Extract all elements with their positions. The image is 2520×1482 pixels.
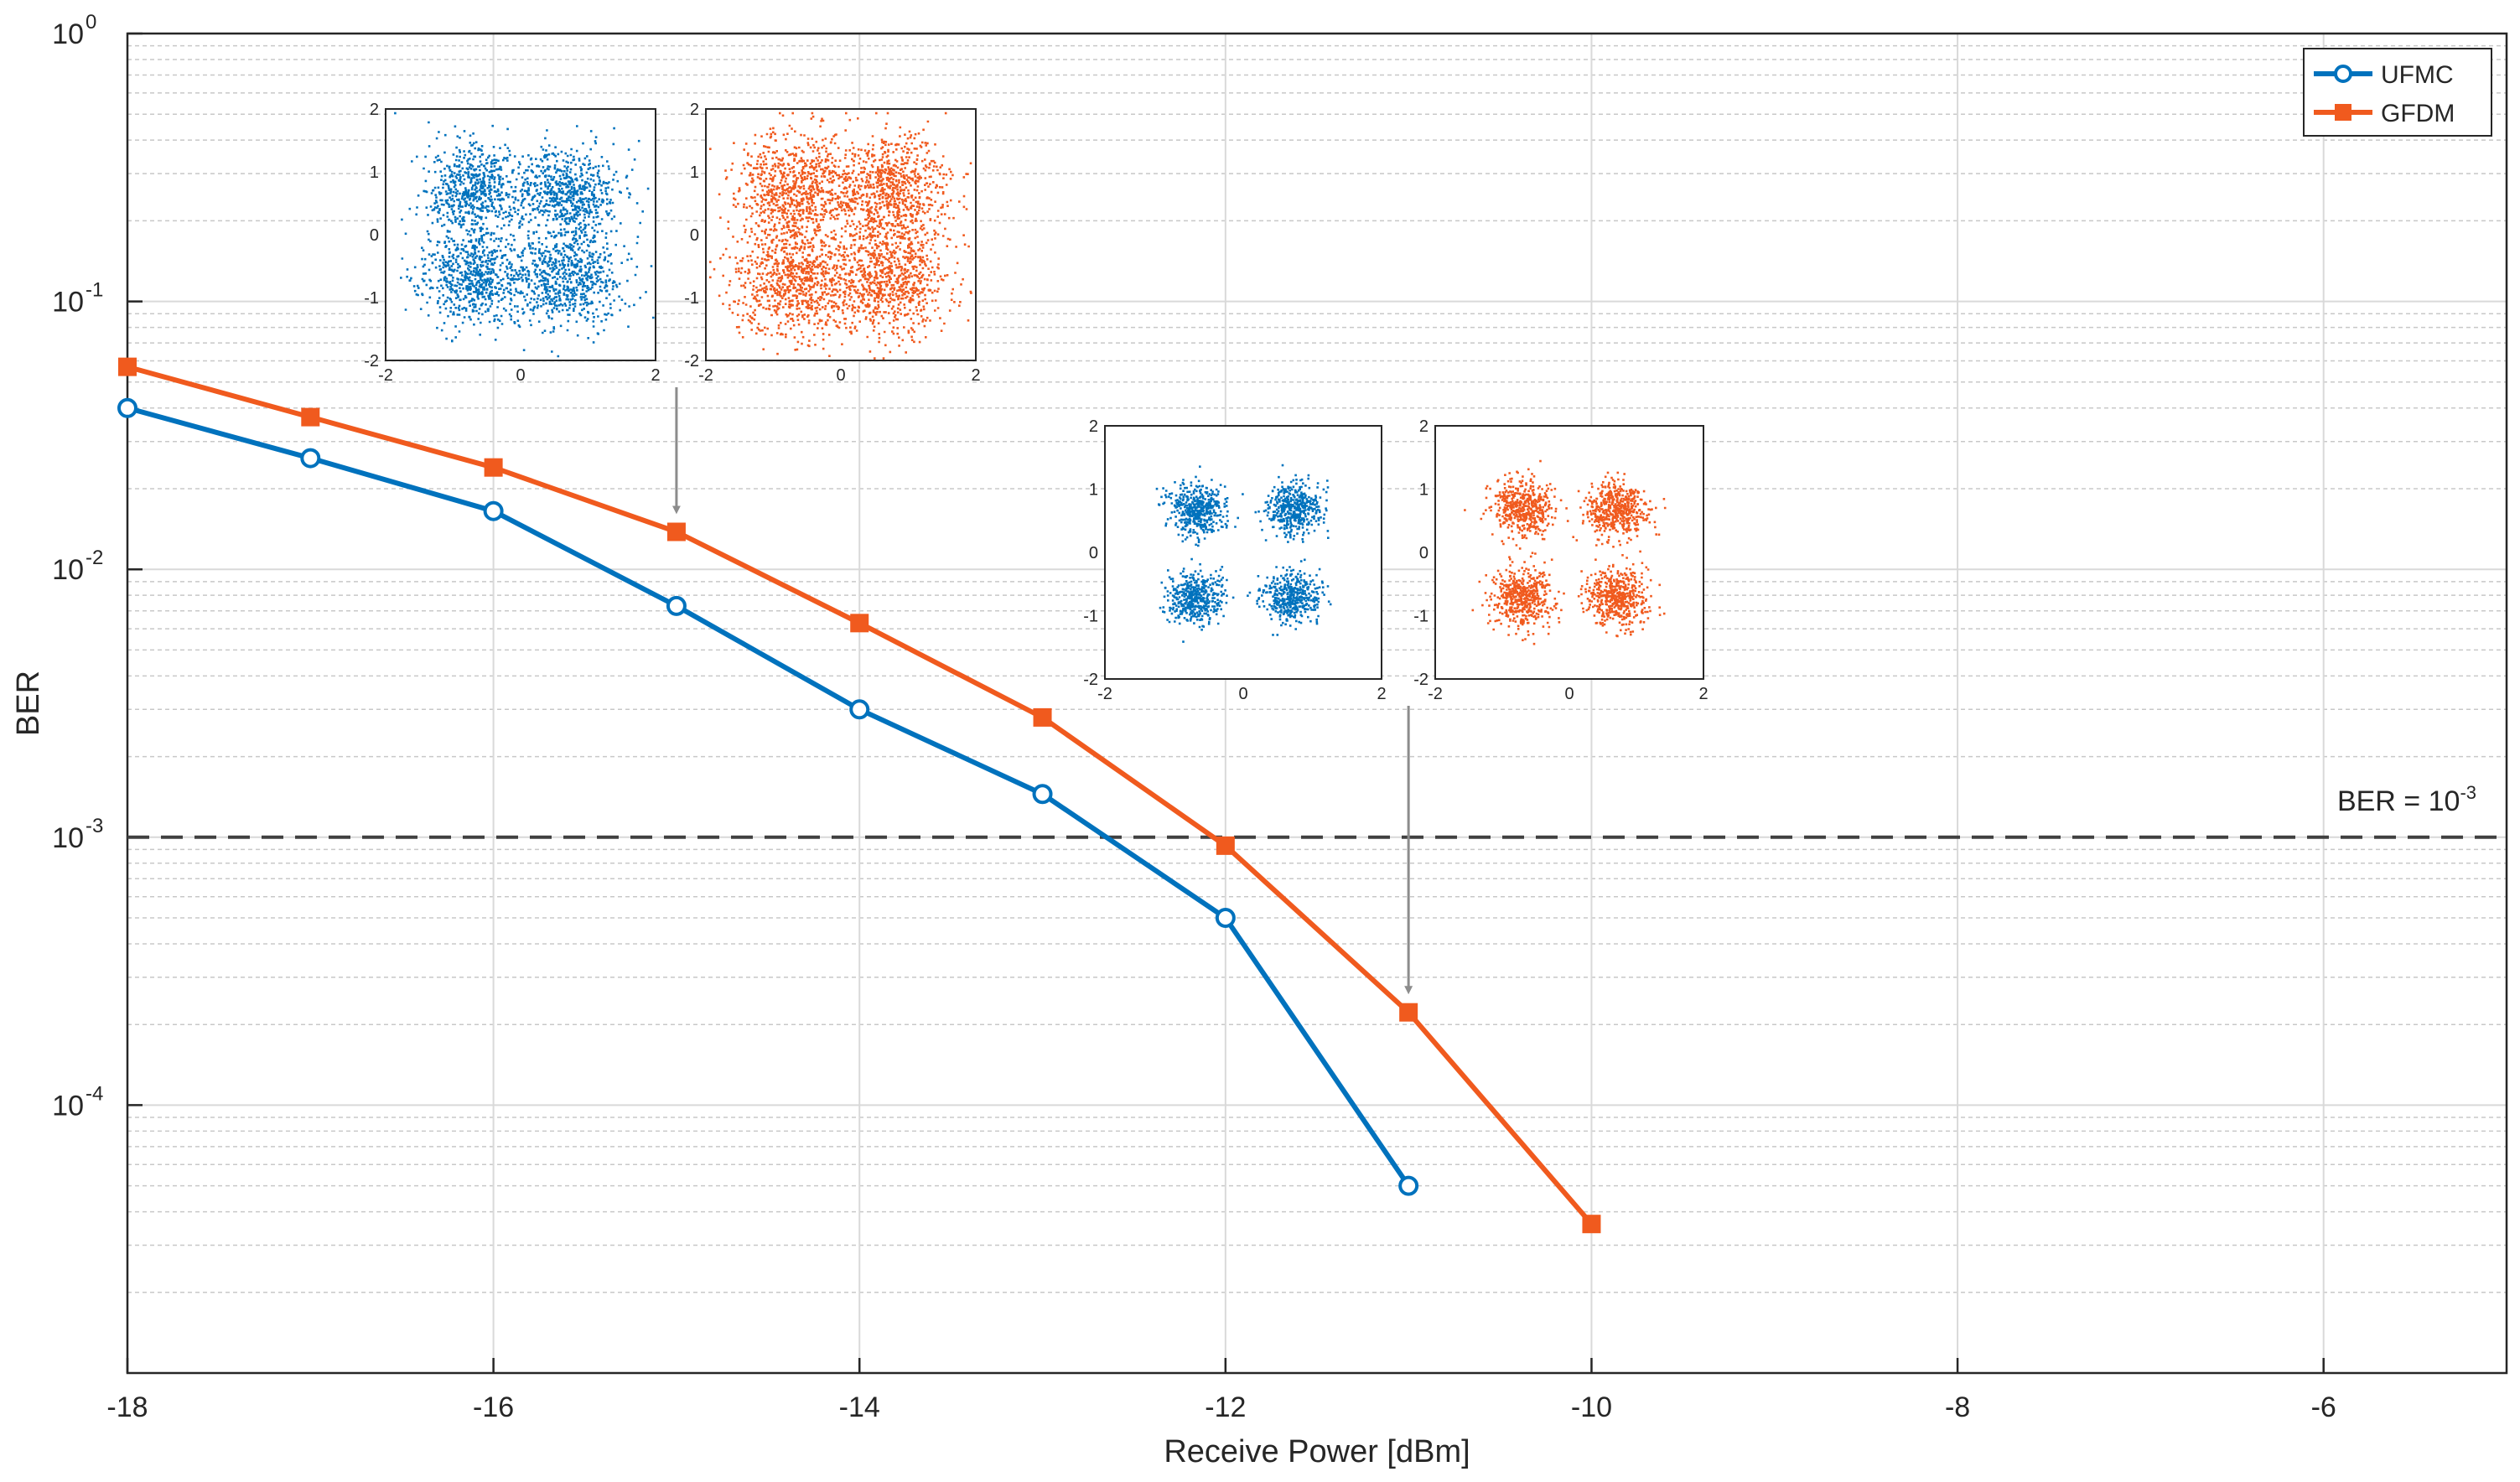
x-tick-label: -18 xyxy=(106,1391,148,1423)
inset-y-tick-label: 0 xyxy=(690,226,699,245)
data-point-gfdm xyxy=(1216,836,1235,855)
inset-x-tick-label: 2 xyxy=(1698,685,1708,703)
ber-threshold-label: BER = 10-3 xyxy=(2337,782,2476,817)
inset-frame xyxy=(1434,425,1704,680)
ber-threshold-label-exponent: -3 xyxy=(2460,782,2476,803)
y-tick-exponent: -3 xyxy=(86,815,103,837)
legend-label-ufmc: UFMC xyxy=(2381,61,2454,89)
y-tick-exponent: -2 xyxy=(86,547,103,569)
data-point-gfdm xyxy=(1033,707,1052,727)
inset-y-tick-label: 0 xyxy=(1419,544,1429,562)
x-tick-label: -14 xyxy=(839,1391,880,1423)
legend-box xyxy=(2303,48,2492,137)
constellation-points xyxy=(394,111,655,358)
y-tick-label: 10 xyxy=(52,1090,84,1122)
ber-threshold-label-prefix: BER = 10 xyxy=(2337,785,2460,817)
inset-y-tick-label: -1 xyxy=(1083,608,1098,626)
legend-label-gfdm: GFDM xyxy=(2381,100,2455,127)
inset-y-tick-label: -1 xyxy=(364,289,379,308)
series-group xyxy=(117,357,1601,1234)
data-point-ufmc xyxy=(300,448,321,469)
data-point-ufmc xyxy=(117,397,137,418)
x-tick-label: -10 xyxy=(1571,1391,1612,1423)
constellation-ufmc-at-minus11: -2 0 2 2 1 0 -1 -2 xyxy=(1083,417,1386,703)
data-point-ufmc xyxy=(666,595,687,616)
data-point-gfdm xyxy=(118,357,137,376)
inset-x-tick-label: 0 xyxy=(1238,685,1247,703)
inset-x-tick-label: -2 xyxy=(1097,685,1112,703)
legend: UFMC GFDM xyxy=(2303,48,2492,137)
data-point-gfdm xyxy=(1399,1003,1418,1022)
inset-y-tick-label: 1 xyxy=(1089,481,1098,500)
data-point-gfdm xyxy=(484,458,503,477)
inset-x-tick-label: -2 xyxy=(698,366,713,385)
x-tick-label: -8 xyxy=(1945,1391,1970,1423)
inset-x-tick-label: 2 xyxy=(971,366,980,385)
data-point-ufmc xyxy=(483,500,504,521)
inset-y-tick-label: 2 xyxy=(370,101,379,119)
x-tick-label: -12 xyxy=(1205,1391,1246,1423)
x-tick-label: -16 xyxy=(473,1391,514,1423)
inset-y-tick-label: 0 xyxy=(1089,544,1098,562)
inset-frame xyxy=(385,108,656,361)
x-axis-label: Receive Power [dBm] xyxy=(1164,1434,1470,1469)
data-point-gfdm xyxy=(666,522,686,542)
inset-x-tick-label: 2 xyxy=(651,366,660,385)
inset-y-tick-label: 2 xyxy=(690,101,699,119)
constellation-gfdm-at-minus15: -2 0 2 2 1 0 -1 -2 xyxy=(684,101,980,385)
y-tick-exponent: -1 xyxy=(86,279,103,302)
series-line-ufmc xyxy=(127,405,1411,1188)
inset-x-tick-label: 0 xyxy=(1564,685,1574,703)
data-point-gfdm xyxy=(301,407,320,427)
data-point-gfdm xyxy=(850,614,869,633)
constellation-points xyxy=(709,111,972,360)
data-point-ufmc xyxy=(1215,908,1236,929)
data-point-ufmc xyxy=(1032,784,1053,805)
x-tick-label: -6 xyxy=(2311,1391,2336,1423)
y-tick-label: 10 xyxy=(52,18,84,50)
data-point-ufmc xyxy=(849,699,870,720)
inset-y-tick-label: -2 xyxy=(684,352,699,370)
y-tick-label: 10 xyxy=(52,287,84,319)
inset-y-tick-label: 2 xyxy=(1419,417,1429,436)
constellation-points xyxy=(1155,464,1332,643)
inset-y-tick-label: 1 xyxy=(690,163,699,182)
data-point-gfdm xyxy=(1582,1215,1601,1234)
plot-frame xyxy=(126,32,2508,1375)
y-axis-label: BER xyxy=(11,671,46,736)
inset-y-tick-label: -2 xyxy=(364,352,379,370)
constellation-gfdm-at-minus11: -2 0 2 2 1 0 -1 -2 xyxy=(1413,417,1708,703)
inset-y-tick-label: 0 xyxy=(370,226,379,245)
inset-x-tick-label: 2 xyxy=(1377,685,1386,703)
inset-x-tick-label: 0 xyxy=(516,366,525,385)
inset-y-tick-label: 1 xyxy=(370,163,379,182)
reference-line-group: BER = 10-3 xyxy=(127,782,2507,839)
inset-y-tick-label: -2 xyxy=(1413,671,1429,689)
inset-frame xyxy=(1104,425,1382,680)
data-point-ufmc xyxy=(1398,1175,1419,1196)
constellation-ufmc-at-minus15: -2 0 2 2 1 0 -1 -2 xyxy=(364,101,660,385)
inset-x-tick-label: -2 xyxy=(1428,685,1443,703)
inset-x-tick-label: -2 xyxy=(378,366,393,385)
y-tick-exponent: -4 xyxy=(86,1082,103,1105)
inset-y-tick-label: 2 xyxy=(1089,417,1098,436)
inset-y-tick-label: -1 xyxy=(684,289,699,308)
legend-marker-ufmc xyxy=(2334,65,2352,83)
constellation-points xyxy=(1464,459,1667,645)
inset-y-tick-label: 1 xyxy=(1419,481,1429,500)
inset-y-tick-label: -2 xyxy=(1083,671,1098,689)
y-tick-label: 10 xyxy=(52,554,84,586)
inset-x-tick-label: 0 xyxy=(836,366,845,385)
y-tick-label: 10 xyxy=(52,822,84,854)
y-tick-exponent: 0 xyxy=(86,11,96,34)
legend-marker-gfdm xyxy=(2335,104,2351,121)
inset-y-tick-label: -1 xyxy=(1413,608,1429,626)
